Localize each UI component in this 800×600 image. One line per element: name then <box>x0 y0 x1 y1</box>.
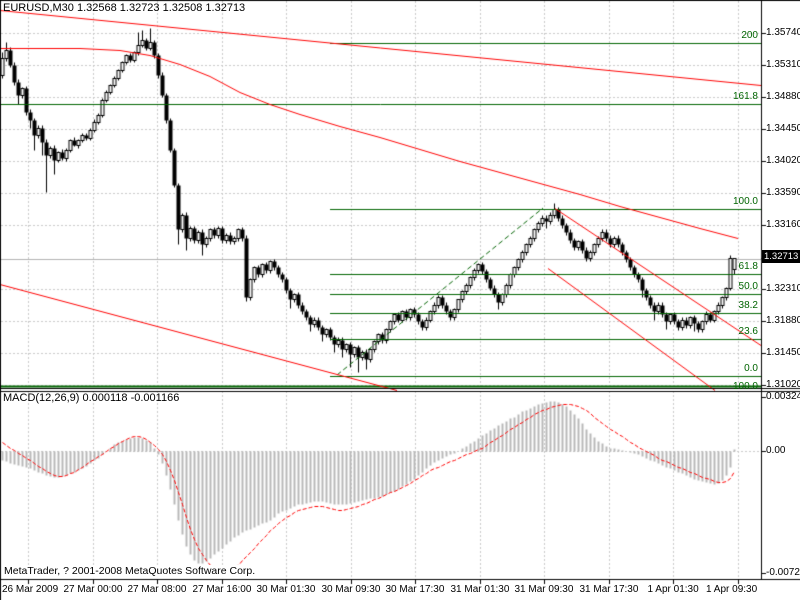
fib-level-label-100_0: 100.0 <box>732 196 758 207</box>
time-axis-label: 26 Mar 2009 <box>2 584 59 595</box>
macd-axis-label: 0.00 <box>766 445 786 456</box>
macd-axis-label: 0.003248 <box>766 391 800 402</box>
time-axis-label: 27 Mar 00:00 <box>63 584 123 595</box>
price-axis-label: 1.35310 <box>766 59 800 70</box>
price-axis-label: 1.34450 <box>766 123 800 134</box>
fib-level-label-100_0: 100.0 <box>732 381 758 389</box>
time-axis-label: 31 Mar 01:30 <box>450 584 510 595</box>
time-axis-label: 30 Mar 09:30 <box>321 584 381 595</box>
time-axis-label: 27 Mar 08:00 <box>127 584 187 595</box>
price-axis-label: 1.31020 <box>766 379 800 390</box>
fib-level-label-50_0: 50.0 <box>738 281 758 292</box>
chart-title-ohlc: EURUSD,M30 1.32568 1.32723 1.32508 1.327… <box>3 2 246 14</box>
fib-level-label-0_0: 0.0 <box>744 363 758 374</box>
fib-level-label-161_8: 161.8 <box>732 91 758 102</box>
time-axis-label: 27 Mar 16:00 <box>192 584 252 595</box>
fib-level-label-38_2: 38.2 <box>738 300 758 311</box>
price-axis-label: 1.35740 <box>766 27 800 38</box>
time-axis-label: 30 Mar 01:30 <box>256 584 316 595</box>
fib-level-label-23_6: 23.6 <box>738 326 758 337</box>
time-axis-label: 1 Apr 09:30 <box>706 584 758 595</box>
current-price-tag: 1.32713 <box>762 250 800 263</box>
price-axis-label: 1.31450 <box>766 347 800 358</box>
fib-level-label-200: 200 <box>741 30 758 41</box>
time-axis-label: 31 Mar 17:30 <box>579 584 639 595</box>
macd-indicator-label: MACD(12,26,9) 0.000118 -0.001166 <box>3 392 180 404</box>
copyright-text: MetaTrader, ? 2001-2008 MetaQuotes Softw… <box>2 565 258 577</box>
time-axis-label: 1 Apr 01:30 <box>647 584 699 595</box>
price-axis-label: 1.33590 <box>766 187 800 198</box>
time-axis-label: 31 Mar 09:30 <box>514 584 574 595</box>
price-axis-label: 1.31880 <box>766 315 800 326</box>
time-axis-label: 30 Mar 17:30 <box>385 584 445 595</box>
fib-level-label-61_8: 61.8 <box>738 261 758 272</box>
price-axis-label: 1.33160 <box>766 219 800 230</box>
price-axis-label: 1.32310 <box>766 283 800 294</box>
price-axis-label: 1.34020 <box>766 155 800 166</box>
price-axis-label: 1.34880 <box>766 91 800 102</box>
